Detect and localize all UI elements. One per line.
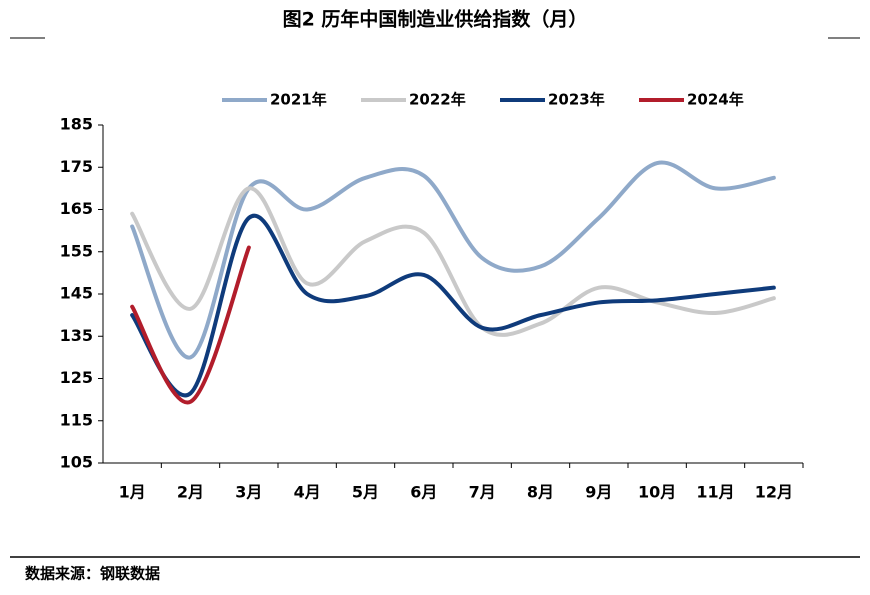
x-tick-label: 2月 (177, 483, 204, 502)
x-tick-label: 11月 (696, 483, 734, 502)
x-tick-label: 1月 (119, 483, 146, 502)
x-tick-label: 10月 (638, 483, 676, 502)
x-tick-label: 6月 (410, 483, 437, 502)
source-note: 数据来源：钢联数据 (25, 565, 160, 583)
series-line (130, 213, 776, 398)
series-line (130, 245, 251, 405)
legend-label: 2023年 (548, 91, 605, 109)
y-tick-label: 135 (60, 326, 93, 345)
x-tick-label: 4月 (294, 483, 321, 502)
chart-title: 图2 历年中国制造业供给指数（月） (283, 8, 588, 31)
y-tick-label: 125 (60, 368, 93, 387)
legend-label: 2022年 (409, 91, 466, 109)
y-tick-label: 155 (60, 241, 93, 260)
series-line (130, 160, 776, 360)
x-tick-label: 8月 (527, 483, 554, 502)
y-tick-label: 165 (60, 199, 93, 218)
y-tick-label: 115 (60, 410, 93, 429)
x-tick-label: 5月 (352, 483, 379, 502)
y-tick-label: 175 (60, 157, 93, 176)
x-tick-label: 9月 (585, 483, 612, 502)
x-tick-label: 7月 (469, 483, 496, 502)
x-tick-label: 3月 (235, 483, 262, 502)
legend-label: 2024年 (687, 91, 744, 109)
x-tick-label: 12月 (755, 483, 793, 502)
y-tick-label: 185 (60, 115, 93, 134)
y-tick-label: 105 (60, 453, 93, 472)
y-tick-label: 145 (60, 284, 93, 303)
legend-label: 2021年 (270, 91, 327, 109)
